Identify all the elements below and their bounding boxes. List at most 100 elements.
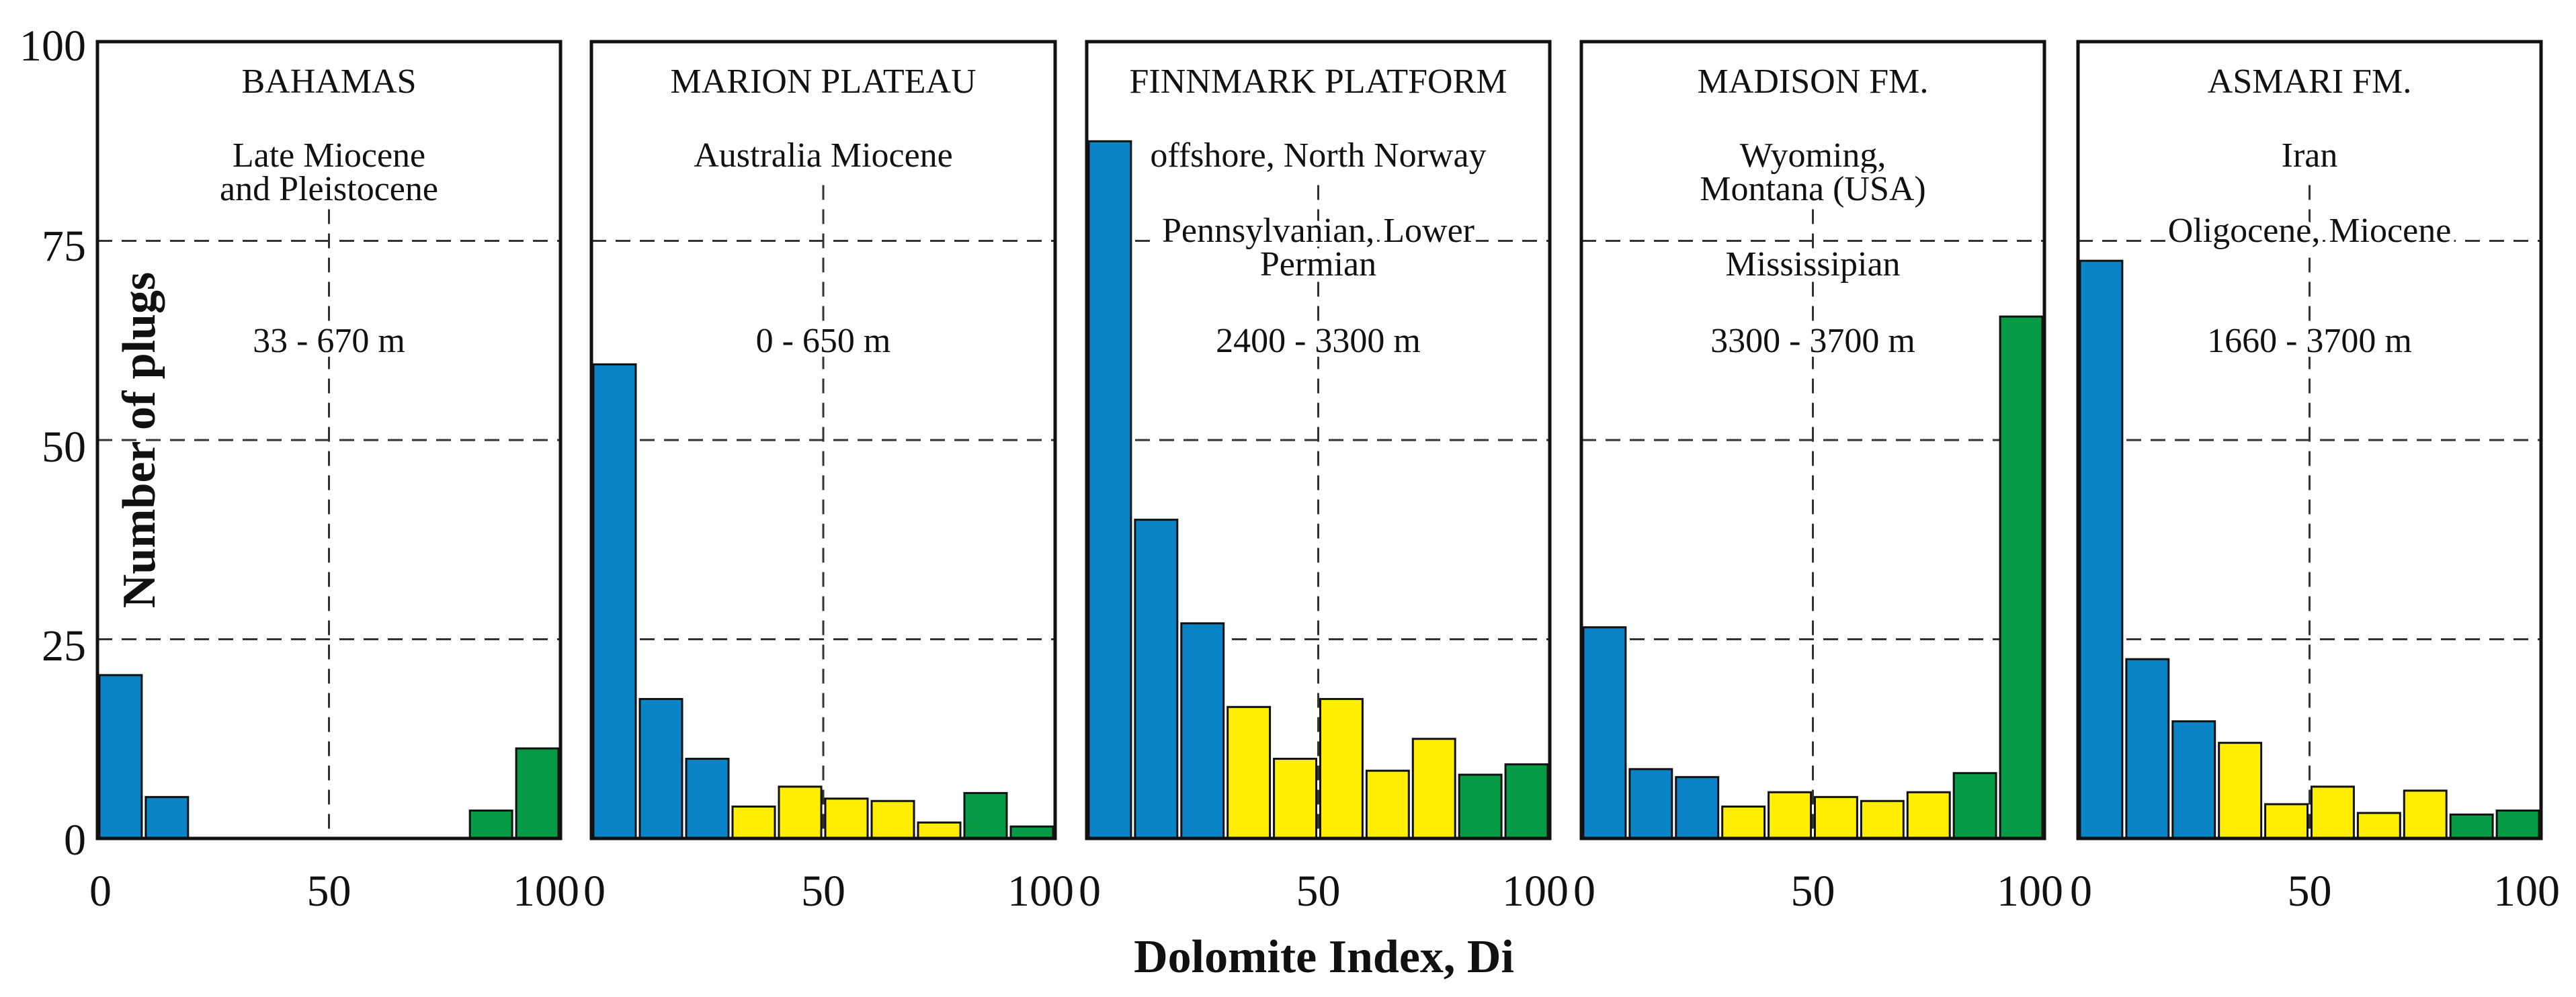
panel-label-halo: Montana (USA) (1700, 170, 1926, 208)
panel-label-halo: FINNMARK PLATFORM (1130, 62, 1507, 101)
panel-title: MARION PLATEAU (671, 62, 977, 101)
x-tick-label-0: 0 (1573, 867, 1595, 916)
bar-yellow-3 (1721, 806, 1766, 840)
x-tick-label-0: 0 (1079, 867, 1101, 916)
panel-label-halo: MARION PLATEAU (671, 62, 977, 101)
panel-subtitle-line: Wyoming, (1740, 136, 1886, 175)
panel-subtitle-line: Pennsylvanian, Lower (1162, 212, 1474, 250)
bar-blue-1 (2125, 658, 2170, 840)
x-tick-label-0: 0 (583, 867, 606, 916)
panel-title: BAHAMAS (241, 62, 416, 101)
x-tick-label-50: 50 (307, 867, 351, 916)
panel-subtitle-line: Mississipian (1725, 245, 1900, 284)
bar-yellow-5 (2311, 785, 2355, 840)
panel-frame (95, 40, 563, 840)
panel-label-halo: Australia Miocene (694, 136, 953, 175)
bar-yellow-5 (1319, 697, 1364, 840)
y-tick-label-75: 75 (42, 222, 86, 271)
bar-blue-2 (1180, 622, 1225, 840)
panel-label-halo: Iran (2282, 136, 2338, 175)
panel-subtitle-line: offshore, North Norway (1150, 136, 1486, 175)
panel-label-halo: offshore, North Norway (1150, 136, 1486, 175)
x-tick-label-100: 100 (1502, 867, 1569, 916)
panel-4: MADISON FM.MADISON FM.Wyoming,Wyoming,Mo… (1573, 40, 2063, 916)
depth-label: 3300 - 3700 m (1710, 322, 1915, 360)
panel-subtitle-line: and Pleistocene (220, 170, 438, 208)
x-tick-label-50: 50 (1296, 867, 1341, 916)
x-tick-label-0: 0 (2070, 867, 2092, 916)
x-tick-label-0: 0 (89, 867, 112, 916)
bar-blue-0 (1087, 140, 1132, 840)
bar-yellow-3 (2218, 742, 2263, 840)
bar-green-8 (468, 809, 513, 840)
panel-title: FINNMARK PLATFORM (1130, 62, 1507, 101)
x-tick-label-50: 50 (1791, 867, 1835, 916)
x-tick-label-100: 100 (2493, 867, 2560, 916)
bar-green-9 (1999, 315, 2044, 840)
x-tick-label-50: 50 (801, 867, 845, 916)
panel-subtitle-line: Iran (2282, 136, 2338, 175)
panel-subtitle-line: Montana (USA) (1700, 170, 1926, 208)
bar-green-8 (963, 791, 1008, 840)
x-tick-label-100: 100 (1007, 867, 1074, 916)
bar-green-9 (2495, 809, 2540, 840)
panel-title: ASMARI FM. (2208, 62, 2411, 101)
bar-green-8 (2449, 813, 2494, 840)
y-tick-label-25: 25 (42, 621, 86, 670)
panel-label-halo: 3300 - 3700 m (1710, 322, 1915, 360)
bar-green-9 (515, 747, 560, 840)
x-tick-label-100: 100 (513, 867, 579, 916)
bar-blue-1 (1134, 519, 1179, 840)
panel-label-halo: Permian (1260, 245, 1376, 284)
panel-frame (1579, 40, 2046, 840)
bar-yellow-6 (870, 799, 915, 840)
bar-blue-0 (592, 363, 637, 840)
depth-label: 33 - 670 m (253, 322, 405, 360)
panel-label-halo: Mississipian (1725, 245, 1900, 284)
depth-label: 1660 - 3700 m (2207, 322, 2412, 360)
bar-blue-0 (1582, 626, 1627, 840)
x-tick-label-100: 100 (1997, 867, 2063, 916)
panel-subtitle-line: Oligocene, Miocene (2168, 212, 2452, 250)
panel-label-halo: 0 - 650 m (756, 322, 891, 360)
y-axis-title: Number of plugs (114, 272, 165, 608)
y-axis: 0 25 50 75 100 Number of plugs (19, 21, 165, 865)
y-tick-label-0: 0 (64, 816, 86, 865)
bar-yellow-3 (731, 806, 776, 840)
bar-yellow-6 (2356, 812, 2401, 840)
panel-frame (589, 40, 1057, 840)
bar-yellow-6 (1860, 799, 1905, 840)
bar-yellow-4 (778, 785, 823, 840)
bar-green-8 (1952, 772, 1997, 840)
panel-label-halo: BAHAMAS (241, 62, 416, 101)
panel-label-halo: Wyoming, (1740, 136, 1886, 175)
panel-frame (2076, 40, 2543, 840)
panel-subtitle-line: Permian (1260, 245, 1376, 284)
bar-green-9 (1504, 763, 1549, 840)
bar-yellow-4 (1768, 791, 1813, 840)
panel-label-halo: MADISON FM. (1698, 62, 1929, 101)
bar-yellow-4 (1273, 757, 1317, 840)
bar-yellow-5 (824, 797, 869, 840)
bar-blue-2 (2171, 720, 2216, 840)
bar-blue-1 (638, 697, 683, 840)
bar-yellow-7 (917, 821, 962, 840)
bar-blue-0 (2079, 259, 2124, 840)
y-tick-label-50: 50 (42, 423, 86, 472)
panel-label-halo: ASMARI FM. (2208, 62, 2411, 101)
bar-yellow-3 (1227, 705, 1272, 840)
bar-green-8 (1458, 773, 1503, 840)
bar-yellow-7 (1411, 738, 1456, 840)
panel-label-halo: Late Miocene (233, 136, 425, 175)
bar-yellow-7 (1906, 791, 1951, 840)
depth-label: 0 - 650 m (756, 322, 891, 360)
x-tick-label-50: 50 (2288, 867, 2332, 916)
panel-title: MADISON FM. (1698, 62, 1929, 101)
y-tick-label-100: 100 (19, 21, 86, 71)
bar-yellow-4 (2264, 803, 2309, 840)
